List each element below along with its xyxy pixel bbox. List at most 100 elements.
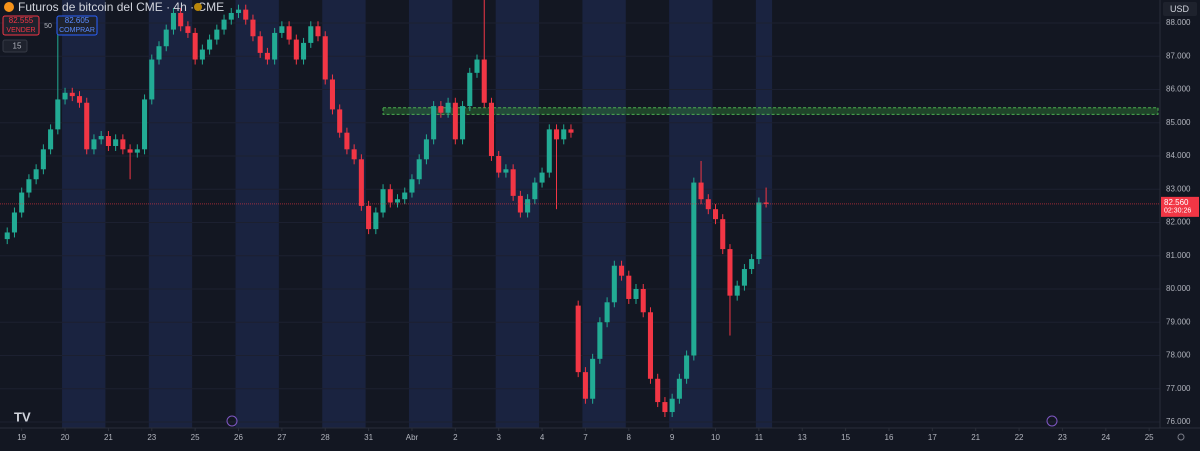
candle-body [185, 26, 191, 33]
x-tick-label: 26 [234, 433, 243, 442]
session-band [408, 0, 453, 428]
bitcoin-icon [4, 2, 14, 12]
candle-body [741, 269, 747, 286]
candle-body [460, 106, 466, 140]
candle-body [503, 169, 509, 173]
candle-body [243, 9, 249, 20]
candle-body [438, 106, 444, 113]
session-band [235, 0, 279, 428]
candle-body [199, 49, 205, 60]
y-tick-label: 79.000 [1166, 317, 1191, 326]
x-tick-label: 23 [1058, 433, 1067, 442]
candle-body [611, 265, 617, 303]
candle-body [416, 159, 422, 180]
candle-body [590, 358, 596, 399]
candle-body [532, 182, 538, 200]
candle-body [568, 129, 574, 133]
y-tick-label: 82.000 [1166, 218, 1191, 227]
settings-icon[interactable] [1177, 433, 1185, 441]
candle-body [105, 136, 111, 146]
currency-button[interactable] [1163, 2, 1197, 16]
sell-button[interactable] [2, 15, 40, 36]
candle-body [207, 39, 213, 50]
x-tick-label: 28 [321, 433, 330, 442]
candle-body [127, 149, 133, 153]
candle-body [619, 265, 625, 276]
candle-body [409, 179, 415, 193]
candle-body [48, 129, 54, 150]
candle-body [756, 202, 762, 260]
candle-body [214, 29, 220, 40]
x-tick-label: Abr [406, 433, 419, 442]
quantity-box[interactable] [2, 39, 28, 53]
candle-body [474, 59, 480, 73]
candle-body [510, 169, 516, 196]
y-tick-label: 78.000 [1166, 351, 1191, 360]
session-band [322, 0, 366, 428]
candle-body [496, 155, 502, 173]
session-bands [62, 0, 773, 428]
candle-body [633, 288, 639, 299]
buy-button[interactable] [56, 15, 98, 36]
x-tick-label: 21 [971, 433, 980, 442]
x-tick-label: 31 [364, 433, 373, 442]
candle-body [337, 109, 343, 133]
candle-body [149, 59, 155, 100]
candle-body [76, 96, 83, 103]
x-tick-label: 25 [1145, 433, 1154, 442]
candle-body [597, 322, 603, 359]
candle-body [40, 149, 46, 170]
grid [0, 22, 1160, 431]
quantity: 15 [13, 42, 22, 51]
candle-body [561, 129, 567, 140]
candle-body [228, 12, 234, 20]
y-tick-label: 83.000 [1166, 184, 1191, 193]
buy-label: COMPRAR [59, 27, 95, 34]
candle-body [445, 102, 451, 113]
candle-body [525, 199, 531, 213]
candle-body [604, 302, 610, 323]
last-price-label: 82.560 [1164, 198, 1189, 207]
candle-body [712, 209, 719, 220]
candle-body [380, 189, 386, 213]
candle-body [582, 372, 588, 399]
session-band [582, 0, 626, 428]
session-band [669, 0, 713, 428]
candle-body [655, 378, 661, 403]
candle-body [33, 169, 39, 180]
candle-body [575, 305, 581, 373]
candle-body [402, 192, 408, 200]
x-tick-label: 22 [1015, 433, 1024, 442]
x-tick-label: 11 [755, 433, 764, 442]
candle-body [279, 26, 285, 33]
logo: TV [14, 409, 31, 424]
x-tick-label: 20 [61, 433, 70, 442]
candle-body [662, 402, 668, 413]
y-tick-label: 77.000 [1166, 384, 1191, 393]
x-tick-label: 13 [798, 433, 807, 442]
event-icon[interactable] [1046, 415, 1058, 427]
candle-body [264, 52, 270, 60]
spread: 50 [44, 23, 52, 30]
candle-body [55, 99, 61, 130]
x-tick-label: 19 [17, 433, 26, 442]
event-icon[interactable] [226, 415, 238, 427]
price-zone [382, 107, 1159, 115]
x-tick-label: 10 [711, 433, 720, 442]
x-tick-label: 8 [627, 433, 632, 442]
candle-body [192, 32, 198, 60]
y-tick-label: 88.000 [1166, 18, 1191, 27]
candle-body [488, 102, 494, 156]
candle-body [308, 26, 314, 43]
last-price-badge [1161, 196, 1199, 217]
sell-price: 82.555 [9, 16, 34, 25]
candle-body [91, 139, 97, 150]
candle-body [640, 288, 646, 313]
candle-body [373, 212, 379, 230]
session-band [755, 0, 773, 428]
candle-body [467, 72, 473, 107]
x-tick-label: 25 [191, 433, 200, 442]
candle-body [387, 189, 393, 203]
y-tick-label: 84.000 [1166, 151, 1191, 160]
